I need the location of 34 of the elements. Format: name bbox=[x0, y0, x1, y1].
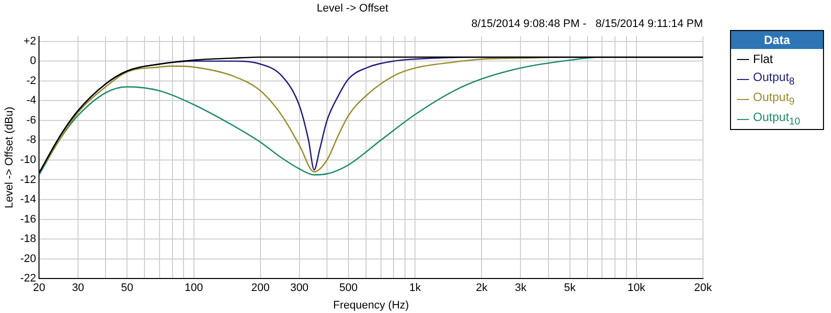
y-tick-label: +2 bbox=[24, 35, 36, 48]
legend-title: Data bbox=[731, 31, 823, 49]
x-tick-label: 30 bbox=[72, 282, 84, 294]
x-axis-title: Frequency (Hz) bbox=[333, 299, 409, 312]
x-tick-label: 10k bbox=[628, 282, 646, 294]
x-tick-label: 20 bbox=[32, 282, 46, 294]
y-tick-label: 0 bbox=[30, 55, 36, 68]
y-tick-label: -4 bbox=[26, 94, 36, 107]
x-tick-label: 100 bbox=[184, 282, 203, 294]
y-tick-label: -16 bbox=[20, 213, 36, 226]
x-tick-label: 500 bbox=[339, 282, 358, 294]
y-tick-label: -18 bbox=[20, 233, 36, 246]
x-tick-label: 1k bbox=[409, 282, 422, 294]
y-tick-label: -14 bbox=[20, 194, 36, 206]
legend-label: Output$_{8}$ bbox=[753, 70, 795, 88]
x-tick-label: 200 bbox=[251, 282, 270, 294]
x-tick-label: 3k bbox=[514, 282, 527, 294]
chart-title: Level -> Offset bbox=[316, 2, 388, 15]
legend-label: Output$_{10}$ bbox=[753, 110, 800, 128]
y-tick-label: -10 bbox=[20, 154, 36, 166]
chart-subtitle: 8/15/2014 9:08:48 PM - 8/15/2014 9:11:14 PM bbox=[471, 18, 703, 30]
x-tick-label: 50 bbox=[121, 282, 134, 294]
y-tick-label: -8 bbox=[26, 134, 36, 146]
y-tick-label: -6 bbox=[26, 114, 36, 126]
y-tick-label: -12 bbox=[20, 174, 36, 186]
legend-label: Flat bbox=[753, 52, 774, 66]
x-tick-label: 300 bbox=[290, 282, 309, 294]
x-tick-label: 20k bbox=[694, 282, 712, 294]
legend-label: Output$_{9}$ bbox=[753, 90, 795, 108]
x-tick-label: 5k bbox=[564, 282, 576, 294]
y-tick-label: -20 bbox=[20, 252, 36, 265]
x-tick-label: 2k bbox=[476, 282, 488, 294]
y-axis-title: Level -> Offset (dBu) bbox=[4, 106, 16, 208]
y-tick-label: -2 bbox=[26, 74, 36, 87]
